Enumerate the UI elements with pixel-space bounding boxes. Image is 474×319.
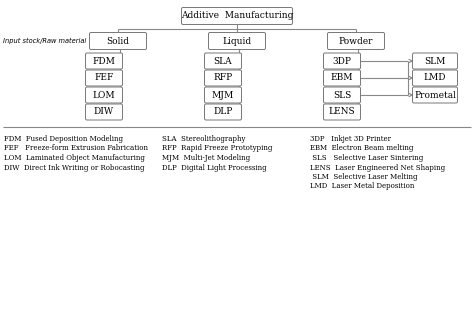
Text: LOM: LOM: [93, 91, 115, 100]
Text: DLP  Digital Light Processing: DLP Digital Light Processing: [162, 164, 266, 172]
Text: FEF   Freeze-form Extrusion Fabrication: FEF Freeze-form Extrusion Fabrication: [4, 145, 148, 152]
FancyBboxPatch shape: [412, 70, 457, 86]
Text: FEF: FEF: [94, 73, 114, 83]
Text: DLP: DLP: [213, 108, 233, 116]
Text: SLA  Stereolithography: SLA Stereolithography: [162, 135, 246, 143]
FancyBboxPatch shape: [85, 53, 122, 69]
FancyBboxPatch shape: [182, 8, 292, 25]
Text: FDM  Fused Deposition Modeling: FDM Fused Deposition Modeling: [4, 135, 123, 143]
Text: FDM: FDM: [92, 56, 116, 65]
Text: LENS: LENS: [328, 108, 356, 116]
Text: Powder: Powder: [339, 36, 373, 46]
FancyBboxPatch shape: [204, 87, 241, 103]
Text: 3DP   Inkjet 3D Printer: 3DP Inkjet 3D Printer: [310, 135, 391, 143]
Text: LENS  Laser Engineered Net Shaping: LENS Laser Engineered Net Shaping: [310, 164, 445, 172]
Text: LMD  Laser Metal Deposition: LMD Laser Metal Deposition: [310, 182, 414, 190]
Text: SLA: SLA: [214, 56, 232, 65]
Text: SLM  Selective Laser Melting: SLM Selective Laser Melting: [310, 173, 418, 181]
Text: LOM  Laminated Object Manufacturing: LOM Laminated Object Manufacturing: [4, 154, 145, 162]
Text: DIW: DIW: [94, 108, 114, 116]
Text: RFP: RFP: [213, 73, 233, 83]
Text: EBM  Electron Beam melting: EBM Electron Beam melting: [310, 145, 413, 152]
Text: Input stock/Raw material: Input stock/Raw material: [3, 38, 86, 44]
Text: 3DP: 3DP: [332, 56, 352, 65]
FancyBboxPatch shape: [412, 87, 457, 103]
Text: EBM: EBM: [331, 73, 353, 83]
FancyBboxPatch shape: [412, 53, 457, 69]
Text: Prometal: Prometal: [414, 91, 456, 100]
FancyBboxPatch shape: [85, 87, 122, 103]
FancyBboxPatch shape: [85, 70, 122, 86]
FancyBboxPatch shape: [90, 33, 146, 49]
FancyBboxPatch shape: [323, 104, 361, 120]
Text: MJM  Multi-Jet Modeling: MJM Multi-Jet Modeling: [162, 154, 250, 162]
FancyBboxPatch shape: [204, 104, 241, 120]
Text: Liquid: Liquid: [222, 36, 252, 46]
Text: SLM: SLM: [424, 56, 446, 65]
Text: SLS: SLS: [333, 91, 351, 100]
Text: DIW  Direct Ink Writing or Robocasting: DIW Direct Ink Writing or Robocasting: [4, 164, 145, 172]
FancyBboxPatch shape: [323, 87, 361, 103]
FancyBboxPatch shape: [209, 33, 265, 49]
Text: RFP  Rapid Freeze Prototyping: RFP Rapid Freeze Prototyping: [162, 145, 273, 152]
Text: Solid: Solid: [107, 36, 129, 46]
FancyBboxPatch shape: [204, 53, 241, 69]
Text: Additive  Manufacturing: Additive Manufacturing: [181, 11, 293, 20]
FancyBboxPatch shape: [204, 70, 241, 86]
FancyBboxPatch shape: [323, 70, 361, 86]
Text: SLS   Selective Laser Sintering: SLS Selective Laser Sintering: [310, 154, 423, 162]
FancyBboxPatch shape: [323, 53, 361, 69]
Text: LMD: LMD: [424, 73, 446, 83]
FancyBboxPatch shape: [85, 104, 122, 120]
FancyBboxPatch shape: [328, 33, 384, 49]
Text: MJM: MJM: [212, 91, 234, 100]
